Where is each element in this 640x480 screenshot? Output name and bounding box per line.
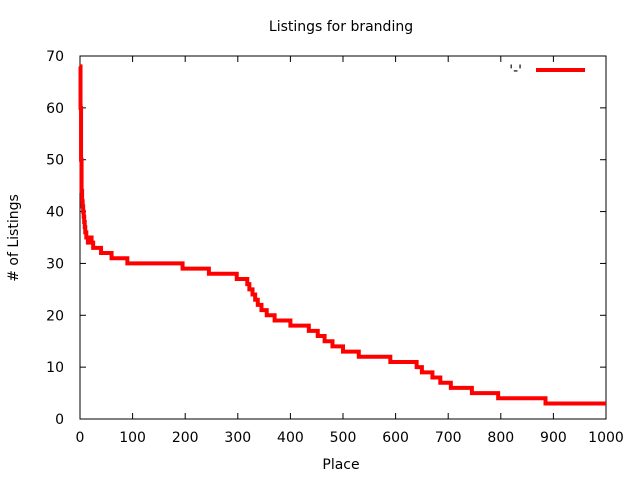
x-tick-label: 200 [172, 430, 199, 446]
plot-frame [79, 55, 607, 420]
x-tick-label: 100 [119, 430, 146, 446]
x-tick-label: 300 [224, 430, 251, 446]
y-tick-label: 40 [46, 205, 64, 221]
x-axis-ticks: 0 100 200 300 400 500 600 700 800 900 1000 [76, 56, 624, 446]
x-tick-label: 1000 [588, 430, 624, 446]
y-tick-label: 50 [46, 153, 64, 169]
y-axis-label: # of Listings [6, 194, 22, 282]
x-tick-label: 0 [76, 430, 85, 446]
y-axis-ticks: 0 10 20 30 40 50 60 70 [46, 49, 606, 428]
series-line-0 [78, 64, 606, 406]
x-tick-label: 600 [382, 430, 409, 446]
x-tick-label: 700 [435, 430, 462, 446]
y-tick-label: 70 [46, 49, 64, 65]
series-layer [78, 64, 606, 406]
legend: '-' [509, 63, 585, 79]
y-tick-label: 0 [55, 412, 64, 428]
y-tick-label: 30 [46, 256, 64, 272]
chart-title: Listings for branding [269, 19, 413, 35]
y-tick-label: 10 [46, 360, 64, 376]
x-axis-label: Place [322, 457, 359, 473]
x-tick-label: 800 [487, 430, 514, 446]
legend-label: '-' [509, 63, 522, 79]
x-tick-label: 900 [540, 430, 567, 446]
y-tick-label: 60 [46, 101, 64, 117]
y-tick-label: 20 [46, 308, 64, 324]
x-tick-label: 500 [330, 430, 357, 446]
x-tick-label: 400 [277, 430, 304, 446]
